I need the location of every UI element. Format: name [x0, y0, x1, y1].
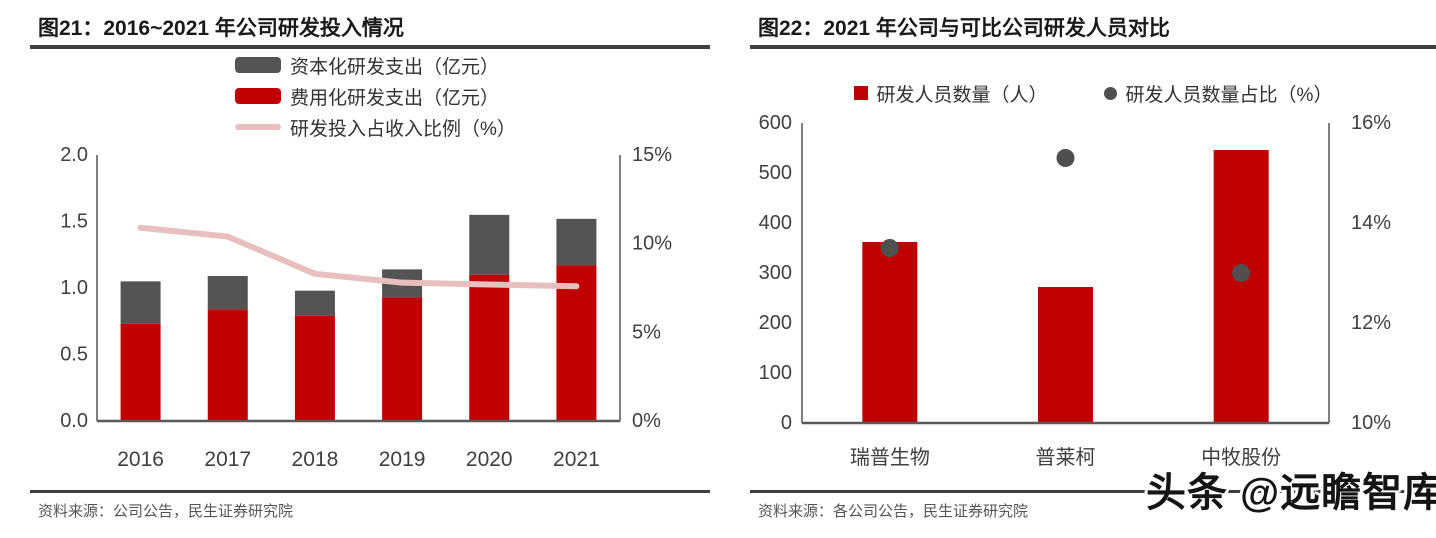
bar-segment [294, 315, 335, 421]
bar-segment [469, 214, 510, 275]
figure-21-legend: 资本化研发支出（亿元） 费用化研发支出（亿元） 研发投入占收入比例（%） [235, 54, 516, 140]
bar-segment [382, 297, 423, 421]
line-series [137, 224, 580, 290]
legend-item-expensed-rd: 费用化研发支出（亿元） [235, 85, 516, 109]
left-axis-tick-label: 0.0 [60, 410, 88, 432]
left-axis-tick-label: 100 [759, 362, 792, 384]
left-axis-tick-label: 500 [759, 162, 792, 184]
category-label: 2020 [466, 448, 513, 471]
category-label: 普莱柯 [1036, 446, 1096, 469]
bar-segment [120, 281, 161, 324]
figure-21-title: 图21：2016~2021 年公司研发投入情况 [38, 17, 404, 40]
watermark: 头条 @远瞻智库 [1146, 471, 1436, 515]
left-axis-tick-label: 0.5 [60, 344, 88, 366]
red-bar-swatch-icon [235, 88, 281, 104]
right-axis-tick-label: 15% [632, 144, 672, 166]
figure-21-source-divider [30, 490, 710, 493]
figure-22-source: 资料来源：各公司公告，民生证券研究院 [758, 503, 1029, 520]
right-axis-tick-label: 10% [1351, 412, 1391, 434]
bar-segment [1038, 287, 1093, 423]
left-axis-tick-label: 400 [759, 212, 792, 234]
bar-segment [207, 309, 248, 421]
right-axis-tick-label: 12% [1351, 312, 1391, 334]
left-axis-tick-label: 2.0 [60, 144, 88, 166]
left-axis-tick-label: 1.0 [60, 277, 88, 299]
right-axis-tick-label: 0% [632, 410, 661, 432]
legend-item-rd-ratio: 研发投入占收入比例（%） [235, 116, 516, 140]
legend-item-rd-headcount-ratio: 研发人员数量占比（%） [1103, 82, 1333, 106]
left-axis-tick-label: 600 [759, 112, 792, 134]
category-label: 2021 [553, 448, 600, 471]
left-axis-tick-label: 1.5 [60, 211, 88, 233]
figure-22-panel: 图22：2021 年公司与可比公司研发人员对比 研发人员数量（人） 研发人员数量… [750, 8, 1436, 530]
left-axis-tick-label: 0 [781, 412, 792, 434]
pink-line-swatch-icon [235, 124, 281, 130]
figure-22-legend: 研发人员数量（人） 研发人员数量占比（%） [750, 82, 1436, 106]
figure-22-title-underline [750, 45, 1436, 49]
figure-21-title-underline [30, 45, 710, 49]
left-axis-tick-label: 300 [759, 262, 792, 284]
gray-dot-swatch-icon [1103, 86, 1117, 100]
scatter-dot [1056, 149, 1075, 167]
legend-label: 研发人员数量占比（%） [1125, 84, 1333, 106]
bar-segment [862, 242, 918, 423]
bar-segment [120, 323, 161, 421]
bar-segment [469, 274, 510, 421]
category-label: 中牧股份 [1201, 446, 1281, 469]
category-label: 2019 [379, 448, 426, 471]
category-label: 瑞普生物 [850, 446, 930, 469]
figure-21-chart: 2.0 1.5 1.0 0.5 0.0 15% 10% 5% 0% 2016 2017 2018 201… [60, 144, 672, 471]
right-axis-tick-label: 16% [1351, 112, 1391, 134]
legend-label: 研发投入占收入比例（%） [290, 118, 516, 140]
scatter-dot [880, 239, 899, 257]
figure-22-chart: 600 500 400 300 200 100 0 16% 14% 12% 10% 瑞普生物 普莱柯 中牧… [759, 112, 1392, 469]
bar-segment [294, 290, 335, 316]
legend-item-capitalized-rd: 资本化研发支出（亿元） [235, 54, 516, 78]
legend-label: 研发人员数量（人） [876, 84, 1048, 106]
figure-21-panel: 图21：2016~2021 年公司研发投入情况 资本化研发支出（亿元） 费用化研… [30, 8, 710, 530]
bar-segment [556, 265, 597, 421]
category-label: 2017 [204, 448, 251, 471]
scatter-dot [1232, 264, 1251, 282]
right-axis-tick-label: 14% [1351, 212, 1391, 234]
right-axis-tick-label: 10% [632, 233, 672, 255]
figure-22-title: 图22：2021 年公司与可比公司研发人员对比 [758, 17, 1170, 40]
legend-item-rd-headcount: 研发人员数量（人） [853, 82, 1048, 106]
left-axis-tick-label: 200 [759, 312, 792, 334]
legend-label: 费用化研发支出（亿元） [290, 87, 500, 109]
bar-segment [207, 276, 248, 310]
category-label: 2018 [292, 448, 339, 471]
gray-bar-swatch-icon [235, 57, 281, 73]
bar-segment [556, 218, 597, 266]
right-axis-tick-label: 5% [632, 321, 661, 343]
bar-segment [1213, 150, 1269, 423]
legend-label: 资本化研发支出（亿元） [290, 56, 500, 78]
category-label: 2016 [117, 448, 164, 471]
figure-21-source: 资料来源：公司公告，民生证券研究院 [38, 503, 294, 520]
figure-22-source-divider [750, 490, 1436, 493]
red-square-swatch-icon [853, 86, 868, 100]
